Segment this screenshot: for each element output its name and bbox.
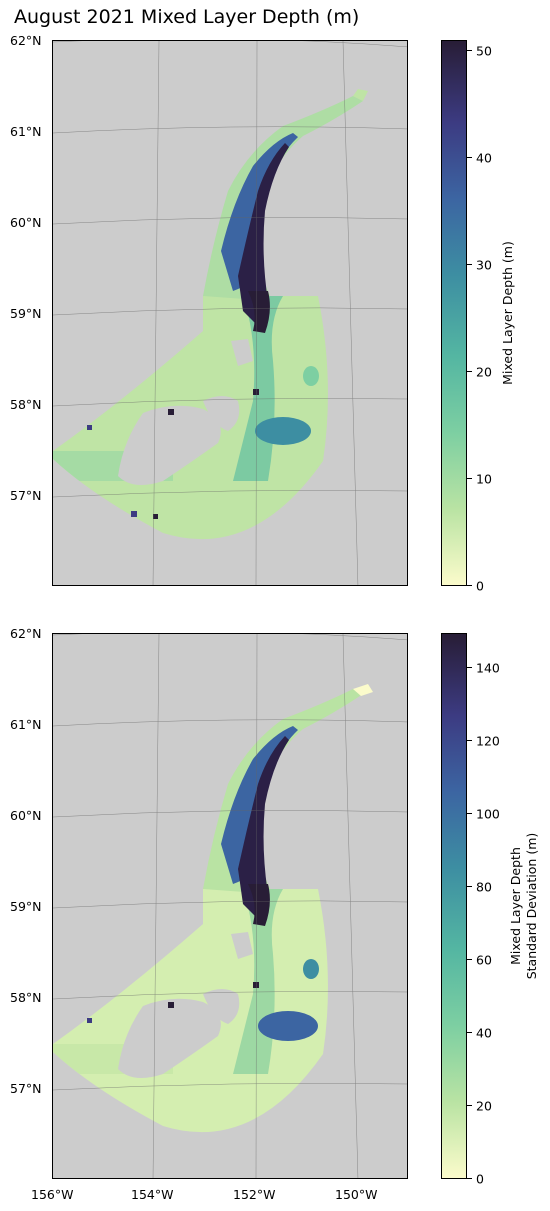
lat-label-58n: 58°N: [10, 397, 42, 412]
cbar1-tick-label: 50: [476, 43, 492, 59]
cbar1-tick-label: 30: [476, 257, 492, 273]
colorbar-std-label: Mixed Layer Depth Standard Deviation (m): [508, 833, 540, 980]
cbar2-tick-label: 0: [476, 1171, 484, 1187]
lat-label-61n: 61°N: [10, 124, 42, 139]
cbar2-tick-label: 60: [476, 952, 492, 968]
cbar2-tick-label: 120: [476, 733, 500, 749]
colorbar-mld: [441, 40, 467, 586]
lat-label-60n: 60°N: [10, 808, 42, 823]
cbar1-tick: [467, 478, 472, 479]
cbar2-tick-label: 80: [476, 879, 492, 895]
cbar1-tick: [467, 371, 472, 372]
cbar1-tick-label: 0: [476, 578, 484, 594]
lat-label-61n: 61°N: [10, 717, 42, 732]
lon-label-152w: 152°W: [233, 1187, 276, 1202]
lat-label-57n: 57°N: [10, 1081, 42, 1096]
figure-title: August 2021 Mixed Layer Depth (m): [14, 6, 360, 28]
lat-label-62n: 62°N: [10, 626, 42, 641]
cbar2-tick-label: 40: [476, 1025, 492, 1041]
cbar2-tick: [467, 740, 472, 741]
cbar2-tick: [467, 813, 472, 814]
lat-label-62n: 62°N: [10, 33, 42, 48]
cbar2-tick: [467, 1105, 472, 1106]
cbar1-tick-label: 20: [476, 364, 492, 380]
cbar1-tick: [467, 157, 472, 158]
colorbar-mld-label: Mixed Layer Depth (m): [500, 241, 515, 385]
cbar2-tick: [467, 886, 472, 887]
lat-label-59n: 59°N: [10, 306, 42, 321]
mixed-layer-depth-map: [52, 40, 408, 586]
colorbar-std-label-line1: Mixed Layer Depth: [508, 847, 523, 965]
lon-label-154w: 154°W: [131, 1187, 174, 1202]
cbar2-tick-label: 20: [476, 1098, 492, 1114]
colorbar-mld-std: [441, 633, 467, 1179]
lat-label-57n: 57°N: [10, 488, 42, 503]
cbar1-tick: [467, 264, 472, 265]
lat-label-59n: 59°N: [10, 899, 42, 914]
cbar1-tick: [467, 585, 472, 586]
cbar1-tick-label: 10: [476, 471, 492, 487]
mixed-layer-depth-std-map: [52, 633, 408, 1179]
lon-label-150w: 150°W: [335, 1187, 378, 1202]
cbar2-tick-label: 140: [476, 660, 500, 676]
cbar2-tick: [467, 667, 472, 668]
lon-label-156w: 156°W: [31, 1187, 74, 1202]
lat-label-58n: 58°N: [10, 990, 42, 1005]
cbar1-tick: [467, 50, 472, 51]
cbar1-tick-label: 40: [476, 150, 492, 166]
lat-label-60n: 60°N: [10, 215, 42, 230]
cbar2-tick: [467, 1178, 472, 1179]
cbar2-tick: [467, 959, 472, 960]
cbar2-tick: [467, 1032, 472, 1033]
colorbar-std-label-line2: Standard Deviation (m): [524, 832, 539, 980]
cbar2-tick-label: 100: [476, 806, 500, 822]
